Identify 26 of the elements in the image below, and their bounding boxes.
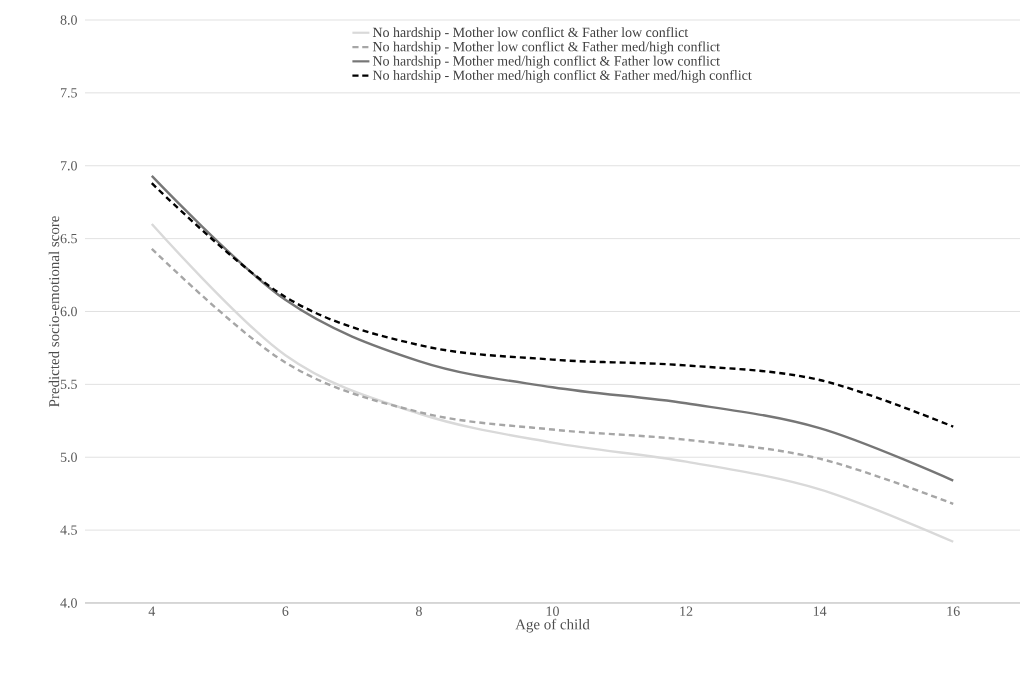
legend-label: No hardship - Mother low conflict & Father low conflict (372, 27, 689, 40)
y-tick-label: 6.5 (60, 233, 77, 244)
x-tick-label: 4 (148, 606, 156, 616)
y-tick-label: 8.0 (60, 15, 77, 25)
y-axis-title: Predicted socio-emotional score (48, 216, 60, 407)
y-tick-label: 7.5 (60, 88, 77, 98)
x-tick-label: 10 (546, 606, 559, 616)
x-tick-label: 16 (947, 606, 960, 616)
line-series (150, 222, 955, 543)
y-tick-label: 4.5 (60, 525, 77, 535)
x-tick-label: 8 (415, 606, 422, 616)
y-tick-label: 5.0 (60, 452, 77, 462)
y-tick-label: 4.0 (60, 598, 77, 608)
x-axis-title: Age of child (515, 618, 590, 633)
line-series (150, 182, 955, 428)
x-tick-label: 6 (282, 606, 289, 616)
x-tick-label: 14 (813, 606, 827, 616)
line-series (150, 247, 955, 506)
y-tick-label: 7.0 (60, 160, 77, 171)
x-tick-label: 12 (680, 606, 693, 616)
y-tick-label: 6.0 (60, 306, 77, 317)
line-series (150, 174, 955, 482)
legend-label: No hardship - Mother med/high conflict & Father low conflict (372, 55, 720, 69)
legend-label: No hardship - Mother low conflict & Father med/high conflict (372, 41, 720, 55)
legend-label: No hardship - Mother med/high conflict & Father med/high conflict (372, 69, 752, 83)
y-tick-label: 5.5 (60, 379, 77, 390)
